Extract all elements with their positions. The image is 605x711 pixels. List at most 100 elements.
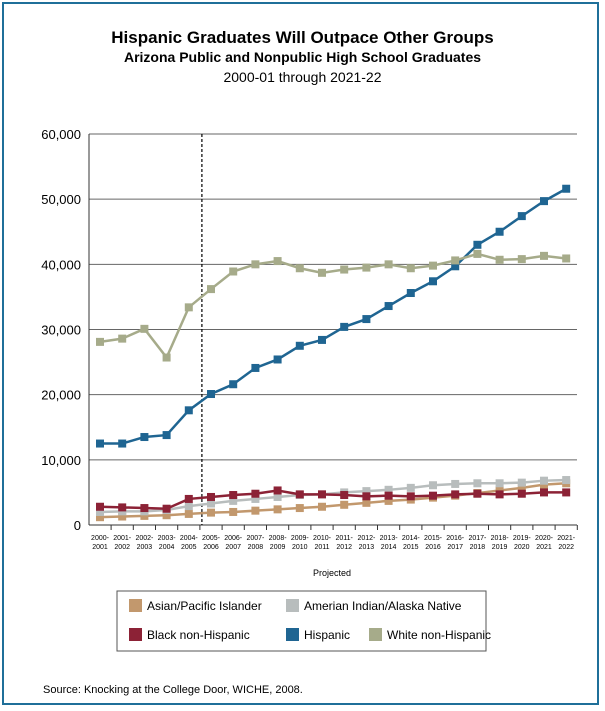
data-point (229, 491, 238, 500)
data-point (340, 491, 349, 500)
data-point (162, 431, 171, 440)
x-tick-label: 2017 (447, 544, 463, 551)
x-tick-label: 2011 (314, 544, 329, 551)
data-point (140, 324, 149, 333)
y-tick-label: 0 (74, 518, 81, 533)
data-point (384, 491, 393, 500)
data-point (473, 249, 482, 258)
x-tick-label: 2008- (269, 535, 288, 542)
data-point (362, 263, 371, 272)
data-point (429, 277, 437, 286)
x-tick-label: 2017- (468, 535, 487, 542)
data-point (362, 498, 371, 507)
y-tick-label: 20,000 (41, 388, 81, 403)
x-tick-label: 2002- (135, 535, 154, 542)
data-point (229, 507, 238, 516)
data-point (162, 504, 171, 513)
data-point (295, 490, 304, 499)
x-tick-label: 2008 (248, 544, 264, 551)
data-point (207, 390, 215, 399)
x-tick-label: 2021 (536, 544, 552, 551)
x-tick-label: 2011- (336, 535, 354, 542)
data-point (318, 490, 326, 499)
data-point (96, 337, 104, 346)
x-tick-label: 2009- (291, 535, 310, 542)
y-tick-label: 30,000 (41, 323, 81, 338)
data-point (384, 485, 393, 494)
series-line (99, 478, 567, 514)
legend-label: Amerian Indian/Alaska Native (304, 599, 462, 613)
data-point (207, 508, 215, 517)
data-point (562, 254, 571, 263)
data-point (406, 483, 415, 492)
data-point (384, 302, 393, 311)
x-tick-label: 2012- (357, 535, 376, 542)
chart-subtitle-years: 2000-01 through 2021-22 (223, 69, 382, 85)
x-tick-label: 2001- (113, 535, 132, 542)
data-point (473, 489, 482, 498)
x-tick-label: 2009 (270, 544, 286, 551)
data-point (96, 502, 104, 511)
data-point (251, 489, 260, 498)
data-point (96, 507, 104, 516)
data-point (362, 487, 371, 496)
data-point (517, 489, 526, 498)
series-line (100, 187, 567, 445)
data-point (207, 492, 215, 501)
data-point (429, 491, 437, 500)
chart-title: Hispanic Graduates Will Outpace Other Gr… (111, 28, 494, 47)
data-point (207, 499, 215, 508)
data-point (495, 479, 504, 488)
chart-subtitle: Arizona Public and Nonpublic High School… (123, 49, 482, 65)
x-tick-label: 2015 (403, 544, 419, 551)
legend-swatch (286, 628, 299, 641)
legend-box (116, 590, 487, 652)
data-point (318, 335, 326, 344)
data-point (184, 494, 193, 503)
data-point (140, 511, 149, 520)
x-tick-label: 2016 (425, 544, 441, 551)
x-tick-label: 2000- (91, 535, 110, 542)
data-point (451, 262, 460, 271)
x-tick-label: 2013 (359, 544, 375, 551)
data-point (406, 264, 415, 273)
data-point (451, 490, 460, 499)
data-point (184, 509, 193, 518)
data-point (406, 289, 415, 298)
data-point (340, 265, 349, 274)
legend-swatch (129, 599, 142, 612)
data-point (184, 502, 193, 511)
data-point (340, 500, 349, 509)
data-point (118, 512, 127, 521)
data-point (118, 439, 127, 448)
x-tick-label: 2018- (491, 535, 510, 542)
data-point (517, 483, 526, 492)
data-point (273, 505, 282, 514)
x-axis-label: Projected (313, 568, 351, 578)
data-point (540, 251, 548, 260)
data-point (295, 504, 304, 513)
x-tick-label: 2010 (292, 544, 308, 551)
x-tick-label: 2006 (203, 544, 219, 551)
y-tick-label: 50,000 (41, 192, 81, 207)
x-tick-label: 2007- (246, 535, 265, 542)
x-tick-label: 2012 (336, 544, 352, 551)
x-tick-label: 2015- (424, 535, 443, 542)
data-point (540, 476, 548, 485)
data-point (473, 240, 482, 249)
legend-label: Asian/Pacific Islander (147, 599, 262, 613)
legend-swatch (286, 599, 299, 612)
data-point (473, 479, 482, 488)
x-tick-label: 2013- (380, 535, 399, 542)
legend-label: White non-Hispanic (387, 628, 491, 642)
x-tick-label: 2007 (225, 544, 241, 551)
data-point (162, 511, 171, 520)
x-tick-label: 2014 (381, 544, 397, 551)
data-point (362, 492, 371, 501)
data-point (384, 496, 393, 505)
data-point (406, 492, 415, 501)
y-tick-label: 60,000 (41, 127, 81, 142)
x-tick-label: 2016- (446, 535, 465, 542)
data-point (273, 355, 282, 364)
x-tick-label: 2020 (514, 544, 530, 551)
